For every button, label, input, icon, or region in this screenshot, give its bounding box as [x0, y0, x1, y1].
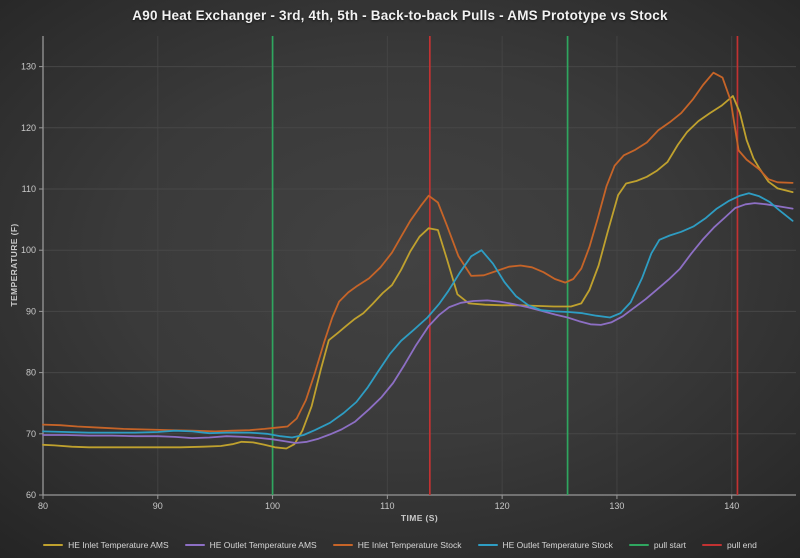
y-tick-label-70: 70	[26, 429, 36, 439]
legend-item-he-inlet-temperature-ams: HE Inlet Temperature AMS	[43, 540, 169, 550]
legend-label: pull end	[727, 540, 757, 550]
y-tick-label-90: 90	[26, 306, 36, 316]
y-tick-label-100: 100	[21, 245, 36, 255]
legend-item-he-outlet-temperature-stock: HE Outlet Temperature Stock	[477, 540, 613, 550]
legend-swatch-icon	[477, 544, 498, 546]
legend-item-he-outlet-temperature-ams: HE Outlet Temperature AMS	[184, 540, 317, 550]
y-tick-label-120: 120	[21, 123, 36, 133]
x-tick-label-140: 140	[724, 501, 739, 511]
legend-swatch-icon	[184, 544, 205, 546]
x-tick-label-90: 90	[153, 501, 163, 511]
chart-legend: HE Inlet Temperature AMS HE Outlet Temper…	[0, 540, 800, 550]
series-line-he-outlet-temperature-ams	[42, 202, 794, 444]
x-tick-label-130: 130	[609, 501, 624, 511]
legend-label: HE Inlet Temperature Stock	[357, 540, 462, 550]
y-tick-label-80: 80	[26, 368, 36, 378]
x-tick-label-110: 110	[380, 501, 394, 511]
legend-item-pull-start: pull start	[628, 540, 687, 550]
x-axis-label: TIME (S)	[400, 513, 439, 523]
chart-title: A90 Heat Exchanger - 3rd, 4th, 5th - Bac…	[132, 8, 668, 23]
y-tick-label-110: 110	[22, 184, 36, 194]
y-tick-label-60: 60	[26, 490, 36, 500]
x-tick-label-100: 100	[265, 501, 280, 511]
legend-label: HE Outlet Temperature Stock	[502, 540, 613, 550]
legend-swatch-icon	[43, 544, 64, 546]
legend-item-pull-end: pull end	[702, 540, 757, 550]
series-line-he-outlet-temperature-stock	[42, 192, 794, 439]
legend-label: HE Inlet Temperature AMS	[68, 540, 169, 550]
x-tick-label-120: 120	[495, 501, 510, 511]
y-axis-label: TEMPERATURE (F)	[9, 223, 19, 307]
legend-swatch-icon	[628, 544, 649, 546]
legend-label: HE Outlet Temperature AMS	[209, 540, 317, 550]
legend-swatch-icon	[332, 544, 353, 546]
series-line-he-inlet-temperature-ams	[42, 95, 794, 450]
y-tick-label-130: 130	[21, 62, 36, 72]
legend-swatch-icon	[702, 544, 723, 546]
legend-label: pull start	[653, 540, 687, 550]
legend-item-he-inlet-temperature-stock: HE Inlet Temperature Stock	[332, 540, 462, 550]
series-line-he-inlet-temperature-stock	[42, 71, 794, 433]
x-tick-label-80: 80	[38, 501, 48, 511]
